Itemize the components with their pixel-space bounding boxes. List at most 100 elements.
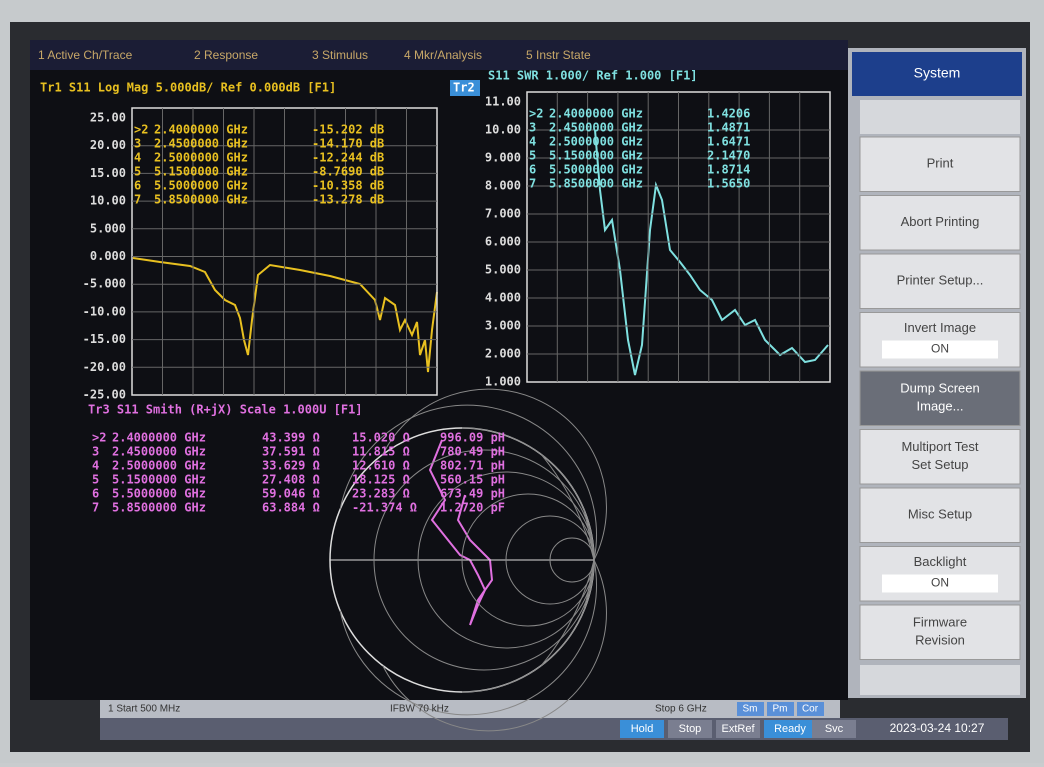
marker-id: 3 bbox=[92, 445, 99, 459]
status-item: Ready bbox=[774, 723, 806, 735]
softkey-button[interactable] bbox=[859, 136, 1021, 192]
dynamic-layer: 1 Active Ch/Trace 2 Response 3 Stimulus 4 M… bbox=[38, 48, 1022, 738]
marker-freq: 5.8500000 GHz bbox=[549, 177, 643, 191]
marker-id: >2 bbox=[529, 107, 543, 121]
marker-value: 1.8714 bbox=[707, 163, 750, 177]
y-tick-label: 25.00 bbox=[90, 111, 126, 125]
marker-id: 7 bbox=[134, 193, 141, 207]
trace-header: Tr3 S11 Smith (R+jX) Scale 1.000U [F1] bbox=[88, 403, 363, 417]
marker-x: 11.815 Ω bbox=[352, 445, 410, 459]
y-tick-label: 4.000 bbox=[485, 291, 521, 305]
smith-x-arc bbox=[382, 559, 607, 732]
marker-l: 802.71 pH bbox=[440, 459, 505, 473]
marker-id: 3 bbox=[529, 121, 536, 135]
marker-freq: 2.4500000 GHz bbox=[154, 137, 248, 151]
marker-value: -14.170 dB bbox=[312, 137, 384, 151]
marker-id: 6 bbox=[134, 179, 141, 193]
y-tick-label: 6.000 bbox=[485, 235, 521, 249]
softkey-button[interactable] bbox=[859, 253, 1021, 309]
y-tick-label: -15.00 bbox=[83, 332, 126, 346]
marker-id: 5 bbox=[529, 149, 536, 163]
menu-item: 4 Mkr/Analysis bbox=[404, 48, 482, 62]
channel-flag-bg bbox=[797, 702, 824, 716]
softkey-state-bg bbox=[882, 340, 998, 359]
status-item-bg bbox=[620, 720, 664, 738]
status-item-bg bbox=[764, 720, 816, 738]
y-tick-label: -10.00 bbox=[83, 304, 126, 318]
status-item: Hold bbox=[631, 723, 654, 735]
marker-id: 3 bbox=[134, 137, 141, 151]
marker-freq: 2.4000000 GHz bbox=[549, 107, 643, 121]
marker-l: 560.15 pH bbox=[440, 473, 505, 487]
smith-x-arc bbox=[382, 388, 607, 561]
softkey-state: ON bbox=[931, 576, 949, 590]
scroll-up bbox=[860, 100, 1020, 134]
marker-r: 37.591 Ω bbox=[262, 445, 320, 459]
channel-stop: Stop 6 GHz bbox=[655, 704, 707, 715]
softkey-label: Invert Image bbox=[904, 320, 976, 335]
marker-freq: 5.5000000 GHz bbox=[154, 179, 248, 193]
status-item: ExtRef bbox=[721, 723, 755, 735]
y-tick-label: 8.000 bbox=[485, 179, 521, 193]
smith-x-arc bbox=[339, 559, 597, 716]
plot-area bbox=[30, 70, 848, 700]
softkey-button[interactable] bbox=[859, 195, 1021, 251]
softkey-label: Misc Setup bbox=[908, 507, 972, 522]
trace-header: Tr1 S11 Log Mag 5.000dB/ Ref 0.000dB [F1… bbox=[40, 81, 336, 95]
softkey-button[interactable] bbox=[859, 429, 1021, 485]
y-tick-label: 0.000 bbox=[90, 249, 126, 263]
trace-header: S11 SWR 1.000/ Ref 1.000 [F1] bbox=[488, 69, 698, 83]
y-tick-label: 15.00 bbox=[90, 166, 126, 180]
marker-value: -12.244 dB bbox=[312, 151, 384, 165]
marker-freq: 5.1500000 GHz bbox=[154, 165, 248, 179]
y-tick-label: 5.000 bbox=[90, 221, 126, 235]
marker-x: 23.283 Ω bbox=[352, 487, 410, 501]
softkey-label-line: Dump Screen bbox=[900, 381, 979, 396]
y-tick-label: 5.000 bbox=[485, 263, 521, 277]
marker-freq: 5.5000000 GHz bbox=[549, 163, 643, 177]
y-tick-label: 10.00 bbox=[485, 123, 521, 137]
softkey-label-line: Firmware bbox=[913, 615, 967, 630]
marker-id: 4 bbox=[529, 135, 536, 149]
softkey-label-line: Image... bbox=[917, 399, 964, 414]
marker-l: 1.2720 pF bbox=[440, 501, 505, 515]
marker-id: 6 bbox=[92, 487, 99, 501]
marker-r: 33.629 Ω bbox=[262, 459, 320, 473]
status-item-bg bbox=[716, 720, 760, 738]
softkey-button[interactable] bbox=[859, 604, 1021, 660]
softkey-label: Backlight bbox=[914, 554, 967, 569]
softkey-label-line: Revision bbox=[915, 633, 965, 648]
status-item: Svc bbox=[825, 723, 844, 735]
marker-freq: 2.5000000 GHz bbox=[154, 151, 248, 165]
channel-ifbw: IFBW 70 kHz bbox=[390, 704, 449, 715]
marker-value: 1.4206 bbox=[707, 107, 750, 121]
menu-bar bbox=[30, 40, 848, 70]
marker-id: 5 bbox=[134, 165, 141, 179]
smith-x-arc bbox=[461, 427, 595, 561]
smith-x-arc bbox=[540, 559, 595, 666]
softkey-button[interactable] bbox=[859, 487, 1021, 543]
marker-value: -15.202 dB bbox=[312, 123, 384, 137]
trace3-curve bbox=[428, 439, 494, 626]
marker-id: 6 bbox=[529, 163, 536, 177]
status-item-bg bbox=[812, 720, 856, 738]
marker-id: >2 bbox=[134, 123, 148, 137]
marker-x: 18.125 Ω bbox=[352, 473, 410, 487]
marker-id: 7 bbox=[92, 501, 99, 515]
softkey-title: System bbox=[914, 65, 961, 81]
marker-freq: 2.4500000 GHz bbox=[112, 445, 206, 459]
softkey-title-bg bbox=[852, 52, 1022, 96]
menu-item: 5 Instr State bbox=[526, 48, 591, 62]
softkey-label: Print bbox=[927, 156, 954, 171]
y-tick-label: 7.000 bbox=[485, 207, 521, 221]
softkey-label: Abort Printing bbox=[901, 214, 980, 229]
marker-freq: 2.5000000 GHz bbox=[112, 459, 206, 473]
marker-id: 4 bbox=[92, 459, 99, 473]
y-tick-label: 20.00 bbox=[90, 138, 126, 152]
softkey-button[interactable] bbox=[859, 370, 1021, 426]
trace2-curve bbox=[594, 129, 829, 376]
menu-item: 2 Response bbox=[194, 48, 258, 62]
channel-bar bbox=[100, 700, 840, 718]
marker-freq: 2.5000000 GHz bbox=[549, 135, 643, 149]
